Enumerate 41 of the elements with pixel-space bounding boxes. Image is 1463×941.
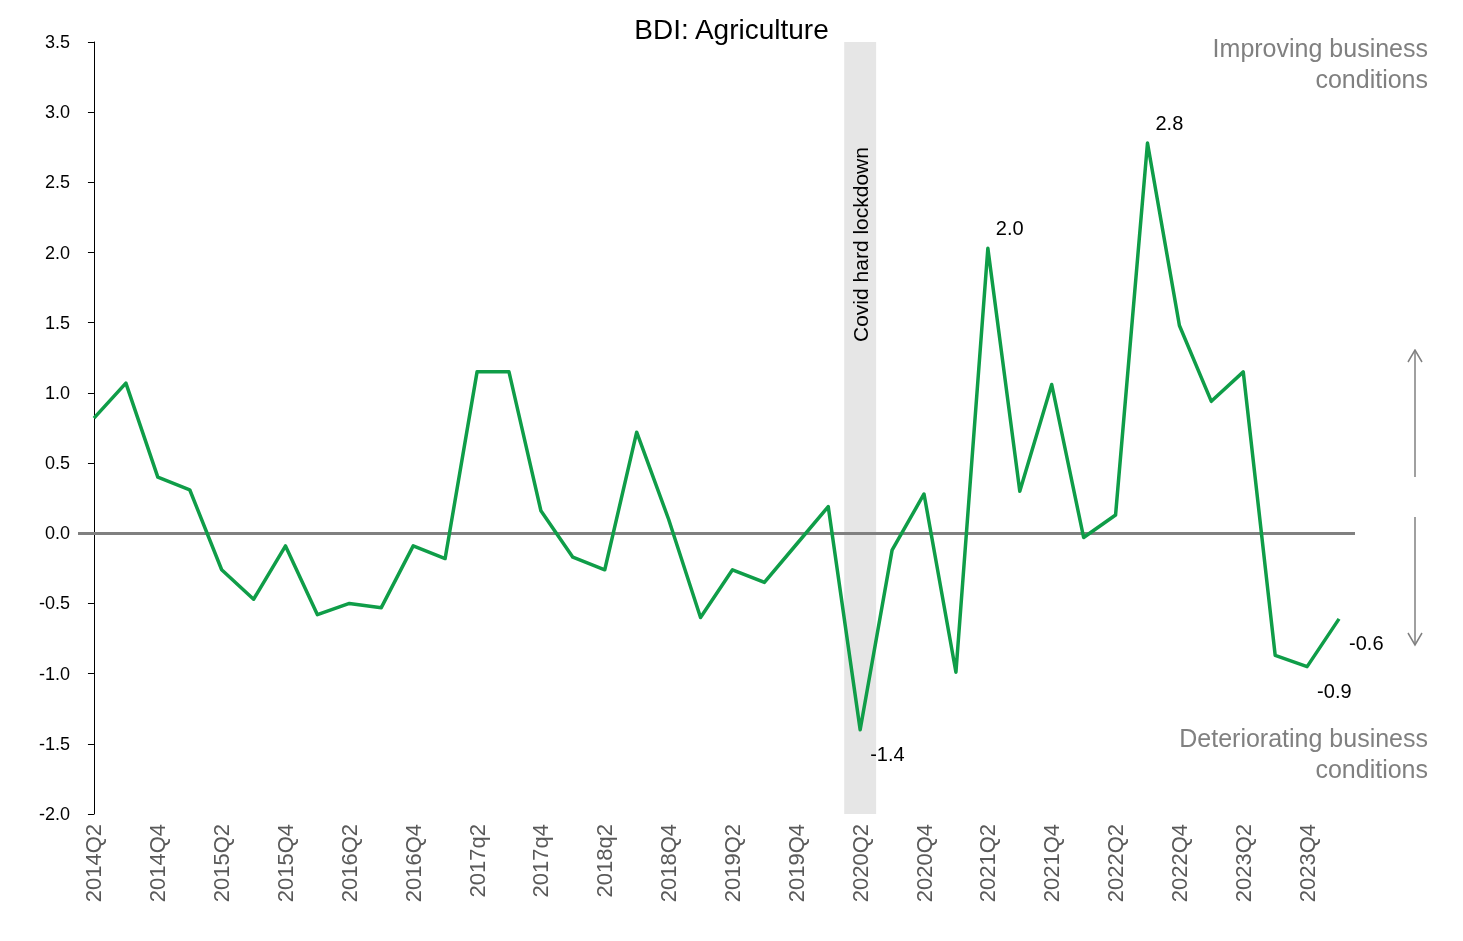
x-tick-label: 2023Q4 [1294,824,1320,903]
y-tick-label: 1.5 [44,312,70,333]
annotation: Deteriorating business conditions [1179,723,1428,783]
y-tick-label: -0.5 [38,593,70,614]
y-tick-label: 2.0 [44,242,70,263]
x-tick-label: 2022Q2 [1103,824,1129,903]
y-tick-label: -2.0 [38,804,70,824]
y-tick-label: 3.0 [44,102,70,123]
x-tick-label: 2017q2 [464,824,490,898]
x-tick-label: 2020Q2 [847,824,873,903]
y-tick-label: 0.0 [44,523,70,544]
x-tick-label: 2019Q2 [719,824,745,903]
x-tick-label: 2016Q2 [336,824,362,903]
x-tick-label: 2018q2 [592,824,618,898]
x-tick-label: 2021Q4 [1039,824,1065,903]
x-tick-label: 2019Q4 [783,824,809,903]
y-tick-label: 2.5 [44,172,70,193]
x-tick-label: 2016Q4 [400,824,426,903]
x-tick-label: 2018Q4 [656,824,682,903]
data-label: -0.6 [1349,631,1384,654]
x-tick-label: 2015Q2 [209,824,235,903]
data-label: -0.9 [1317,679,1352,702]
data-label: 2.8 [1155,112,1184,135]
x-tick-label: 2023Q2 [1230,824,1256,903]
y-tick-label: 3.5 [44,32,70,52]
data-label: 2.0 [995,217,1024,240]
chart-title: BDI: Agriculture [634,13,829,45]
y-tick-label: -1.0 [38,663,70,684]
x-tick-label: 2021Q2 [975,824,1001,903]
y-tick-label: 1.0 [44,382,70,403]
x-tick-label: 2022Q4 [1166,824,1192,903]
x-tick-label: 2020Q4 [911,824,937,903]
annotation: Improving business conditions [1212,33,1428,93]
y-tick-label: 0.5 [44,453,70,474]
data-label: -1.4 [870,742,905,765]
x-tick-label: 2017q4 [528,824,554,898]
x-tick-label: 2014Q2 [81,824,107,903]
x-tick-label: 2015Q4 [273,824,299,903]
x-tick-label: 2014Q4 [145,824,171,903]
y-tick-label: -1.5 [38,733,70,754]
band-label: Covid hard lockdown [848,147,872,342]
